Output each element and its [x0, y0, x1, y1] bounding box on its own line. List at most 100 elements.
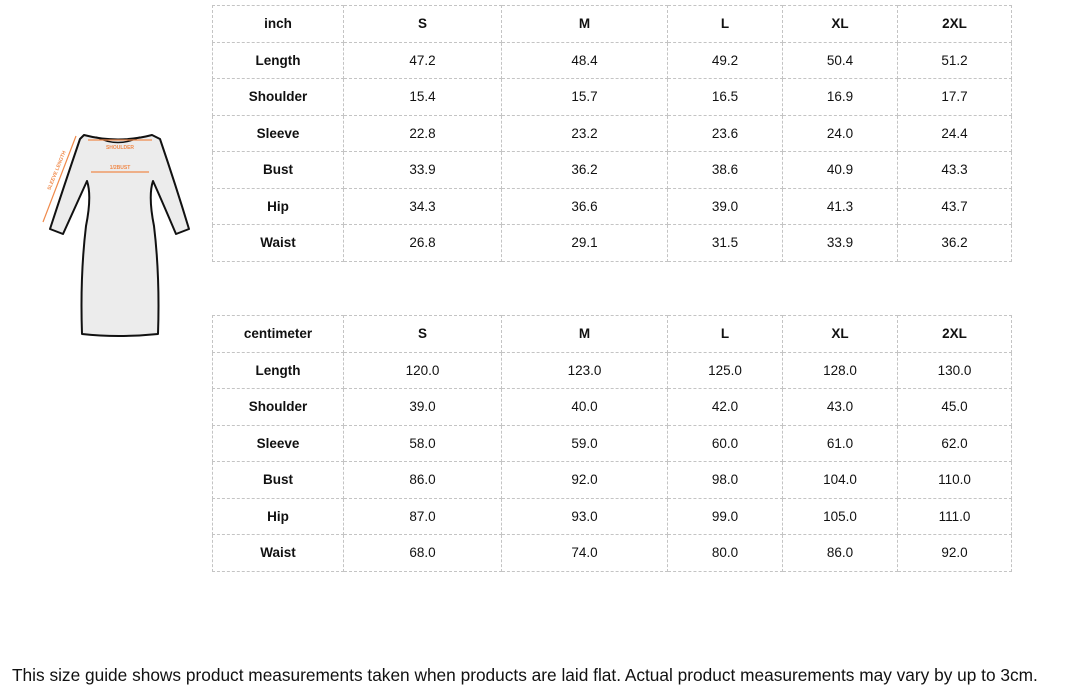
row-label: Bust [212, 461, 344, 499]
table-cell: 61.0 [782, 424, 898, 462]
table-cell: 48.4 [501, 41, 668, 79]
table-row: Shoulder 15.4 15.7 16.5 16.9 17.7 [212, 78, 1012, 116]
table-cell: 39.0 [667, 187, 783, 225]
table-row: Sleeve 58.0 59.0 60.0 61.0 62.0 [212, 424, 1012, 462]
column-header: XL [782, 315, 898, 353]
table-cell: 36.6 [501, 187, 668, 225]
table-cell: 60.0 [667, 424, 783, 462]
column-header: inch [212, 5, 344, 43]
row-label: Shoulder [212, 388, 344, 426]
table-cell: 36.2 [501, 151, 668, 189]
table-cell: 38.6 [667, 151, 783, 189]
table-cell: 41.3 [782, 187, 898, 225]
column-header: S [343, 5, 502, 43]
table-cell: 24.4 [897, 114, 1012, 152]
row-label: Waist [212, 534, 344, 572]
table-cell: 23.6 [667, 114, 783, 152]
column-header: L [667, 315, 783, 353]
table-cell: 128.0 [782, 351, 898, 389]
table-cell: 34.3 [343, 187, 502, 225]
header-row: inch S M L XL 2XL [212, 5, 1012, 43]
row-label: Waist [212, 224, 344, 262]
row-label: Length [212, 41, 344, 79]
table-cell: 15.4 [343, 78, 502, 116]
inch-size-table: inch S M L XL 2XL Length 47.2 48.4 49.2 50.4 51.2 Sh… [212, 5, 1012, 262]
table-cell: 15.7 [501, 78, 668, 116]
row-label: Shoulder [212, 78, 344, 116]
row-label: Bust [212, 151, 344, 189]
table-cell: 24.0 [782, 114, 898, 152]
table-row: Hip 34.3 36.6 39.0 41.3 43.7 [212, 187, 1012, 225]
table-cell: 26.8 [343, 224, 502, 262]
column-header: 2XL [897, 5, 1012, 43]
row-label: Sleeve [212, 114, 344, 152]
table-cell: 120.0 [343, 351, 502, 389]
shoulder-label: SHOULDER [106, 145, 134, 151]
table-cell: 33.9 [782, 224, 898, 262]
table-cell: 125.0 [667, 351, 783, 389]
table-cell: 98.0 [667, 461, 783, 499]
column-header: centimeter [212, 315, 344, 353]
table-cell: 40.0 [501, 388, 668, 426]
table-cell: 16.5 [667, 78, 783, 116]
header-row: centimeter S M L XL 2XL [212, 315, 1012, 353]
table-cell: 43.7 [897, 187, 1012, 225]
table-cell: 62.0 [897, 424, 1012, 462]
table-cell: 68.0 [343, 534, 502, 572]
row-label: Length [212, 351, 344, 389]
column-header: M [501, 315, 668, 353]
table-cell: 43.3 [897, 151, 1012, 189]
table-cell: 29.1 [501, 224, 668, 262]
column-header: S [343, 315, 502, 353]
table-row: Sleeve 22.8 23.2 23.6 24.0 24.4 [212, 114, 1012, 152]
table-cell: 51.2 [897, 41, 1012, 79]
row-label: Hip [212, 187, 344, 225]
table-cell: 45.0 [897, 388, 1012, 426]
row-label: Hip [212, 497, 344, 535]
table-cell: 36.2 [897, 224, 1012, 262]
table-cell: 110.0 [897, 461, 1012, 499]
table-cell: 39.0 [343, 388, 502, 426]
table-cell: 87.0 [343, 497, 502, 535]
table-cell: 74.0 [501, 534, 668, 572]
column-header: XL [782, 5, 898, 43]
table-cell: 111.0 [897, 497, 1012, 535]
table-cell: 58.0 [343, 424, 502, 462]
table-cell: 31.5 [667, 224, 783, 262]
table-cell: 49.2 [667, 41, 783, 79]
bust-label: 1/2BUST [110, 165, 131, 171]
table-cell: 130.0 [897, 351, 1012, 389]
table-cell: 92.0 [897, 534, 1012, 572]
table-cell: 33.9 [343, 151, 502, 189]
table-cell: 16.9 [782, 78, 898, 116]
table-row: Waist 26.8 29.1 31.5 33.9 36.2 [212, 224, 1012, 262]
table-row: Bust 33.9 36.2 38.6 40.9 43.3 [212, 151, 1012, 189]
column-header: L [667, 5, 783, 43]
table-cell: 43.0 [782, 388, 898, 426]
column-header: 2XL [897, 315, 1012, 353]
table-cell: 80.0 [667, 534, 783, 572]
table-cell: 22.8 [343, 114, 502, 152]
table-row: Length 120.0 123.0 125.0 128.0 130.0 [212, 351, 1012, 389]
table-cell: 104.0 [782, 461, 898, 499]
table-row: Hip 87.0 93.0 99.0 105.0 111.0 [212, 497, 1012, 535]
table-cell: 99.0 [667, 497, 783, 535]
column-header: M [501, 5, 668, 43]
table-cell: 17.7 [897, 78, 1012, 116]
table-cell: 105.0 [782, 497, 898, 535]
table-cell: 50.4 [782, 41, 898, 79]
table-cell: 86.0 [782, 534, 898, 572]
table-row: Waist 68.0 74.0 80.0 86.0 92.0 [212, 534, 1012, 572]
table-cell: 93.0 [501, 497, 668, 535]
table-cell: 23.2 [501, 114, 668, 152]
table-row: Shoulder 39.0 40.0 42.0 43.0 45.0 [212, 388, 1012, 426]
table-cell: 47.2 [343, 41, 502, 79]
table-cell: 123.0 [501, 351, 668, 389]
table-row: Length 47.2 48.4 49.2 50.4 51.2 [212, 41, 1012, 79]
centimeter-size-table: centimeter S M L XL 2XL Length 120.0 123.0 125.0 1… [212, 315, 1012, 572]
size-guide-note: This size guide shows product measuremen… [12, 665, 1038, 685]
dress-illustration: SHOULDER 1/2BUST SLEEVE LENGTH [42, 134, 190, 337]
table-row: Bust 86.0 92.0 98.0 104.0 110.0 [212, 461, 1012, 499]
table-cell: 42.0 [667, 388, 783, 426]
table-cell: 86.0 [343, 461, 502, 499]
